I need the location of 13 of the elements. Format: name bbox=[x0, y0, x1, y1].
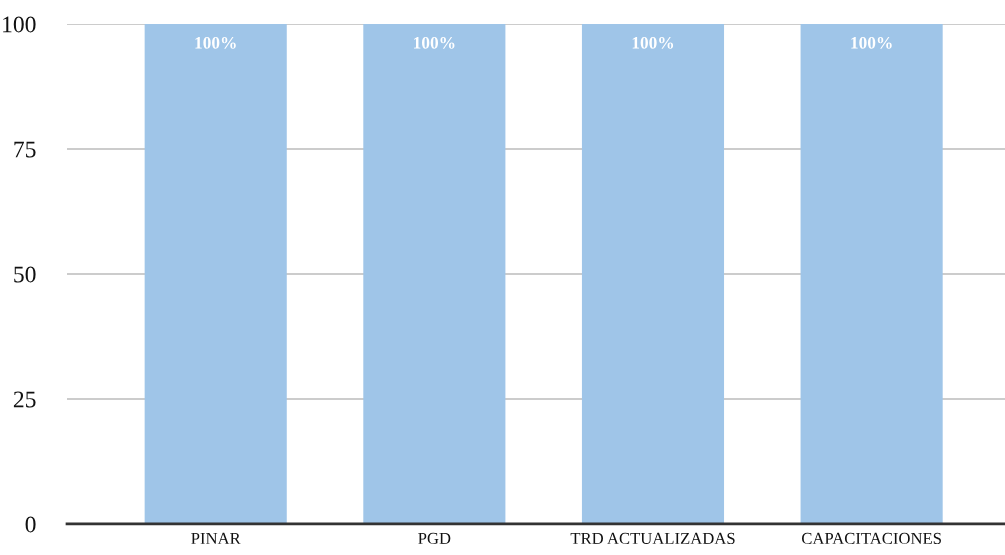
y-tick-label: 100 bbox=[3, 16, 36, 33]
x-tick-label: PINAR bbox=[191, 532, 241, 544]
data-label: 100% bbox=[195, 36, 236, 49]
y-tick-label: 25 bbox=[13, 391, 36, 408]
y-tick-label: 50 bbox=[14, 266, 36, 283]
data-label: 100% bbox=[851, 36, 892, 49]
data-label: 100% bbox=[632, 36, 674, 49]
y-tick-label: 75 bbox=[14, 141, 36, 158]
x-tick-label: PGD bbox=[418, 532, 451, 545]
y-tick-label: 0 bbox=[25, 516, 36, 533]
x-tick-label: CAPACITACIONES bbox=[801, 532, 941, 545]
data-label: 100% bbox=[414, 36, 455, 49]
x-tick-label: TRD ACTUALIZADAS bbox=[570, 532, 735, 545]
